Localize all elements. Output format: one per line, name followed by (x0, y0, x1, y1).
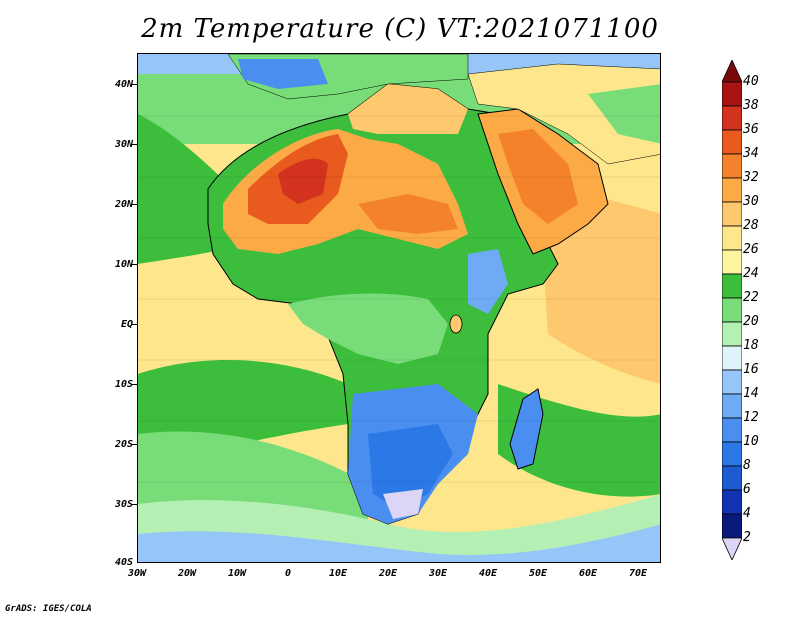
colorbar-swatch (722, 153, 742, 179)
lon-label-20w: 20W (177, 568, 197, 579)
lat-tick (132, 444, 137, 445)
lon-label-40e: 40E (478, 568, 498, 579)
iran-highlands (588, 84, 660, 144)
lat-tick (132, 324, 137, 325)
lon-label-10e: 10E (328, 568, 348, 579)
lat-tick (132, 504, 137, 505)
lon-label-60e: 60E (578, 568, 598, 579)
graticule (138, 115, 660, 483)
lon-label-30w: 30W (127, 568, 147, 579)
map-svg (138, 54, 660, 562)
lat-label-20n: 20N (114, 199, 133, 210)
colorbar-label-20: 20 (743, 314, 759, 329)
colorbar-label-38: 38 (743, 98, 759, 113)
colorbar-swatch (722, 105, 742, 131)
lat-label-20s: 20S (114, 439, 133, 450)
lat-label-40n: 40N (114, 79, 133, 90)
lat-tick (132, 144, 137, 145)
colorbar-swatch (722, 417, 742, 443)
colorbar-swatch (722, 345, 742, 371)
map-title: 2m Temperature (C) VT:2021071100 (141, 14, 659, 44)
colorbar-swatch (722, 225, 742, 251)
lon-label-20e: 20E (378, 568, 398, 579)
lat-label-10n: 10N (114, 259, 133, 270)
colorbar-swatch (722, 465, 742, 491)
lon-label-50e: 50E (528, 568, 548, 579)
colorbar-label-8: 8 (743, 458, 751, 473)
lat-label-eq: EQ (120, 319, 133, 330)
colorbar-label-6: 6 (743, 482, 751, 497)
colorbar-label-26: 26 (743, 242, 759, 257)
colorbar-top-arrow (722, 60, 742, 83)
colorbar-label-40: 40 (743, 74, 759, 89)
ethiopian-highlands (468, 249, 508, 314)
colorbar-swatch (722, 513, 742, 539)
lon-label-0: 0 (284, 568, 292, 579)
colorbar-label-30: 30 (743, 194, 759, 209)
grads-credit: GrADS: IGES/COLA (5, 604, 92, 614)
lat-label-10s: 10S (114, 379, 133, 390)
colorbar-bottom-arrow (722, 537, 742, 560)
colorbar-swatch (722, 321, 742, 347)
colorbar-swatch (722, 273, 742, 299)
colorbar-swatch (722, 369, 742, 395)
lat-tick (132, 84, 137, 85)
colorbar-swatch (722, 201, 742, 227)
arabia-hot-core (498, 129, 578, 224)
colorbar-label-18: 18 (743, 338, 759, 353)
colorbar-swatch (722, 489, 742, 515)
colorbar-swatch (722, 81, 742, 107)
middle-east-land (467, 63, 660, 165)
colorbar-label-28: 28 (743, 218, 759, 233)
colorbar (722, 60, 742, 560)
ocean-southern-cool (138, 524, 660, 562)
colorbar-label-34: 34 (743, 146, 759, 161)
lon-label-10w: 10W (227, 568, 247, 579)
south-africa-coldest (383, 489, 423, 519)
equatorial-zone (288, 293, 448, 364)
north-africa-coast (348, 84, 468, 134)
lon-label-30e: 30E (428, 568, 448, 579)
colorbar-label-22: 22 (743, 290, 759, 305)
colorbar-label-36: 36 (743, 122, 759, 137)
lat-tick (132, 384, 137, 385)
lat-tick (132, 204, 137, 205)
lat-tick (132, 264, 137, 265)
lat-label-30s: 30S (114, 499, 133, 510)
madagascar (509, 388, 544, 470)
central-sahara-hot (358, 194, 458, 234)
temperature-map (137, 53, 661, 563)
colorbar-label-4: 4 (743, 506, 751, 521)
colorbar-swatch (722, 177, 742, 203)
lat-label-30n: 30N (114, 139, 133, 150)
iberia-cool (238, 59, 328, 89)
colorbar-label-32: 32 (743, 170, 759, 185)
lake-victoria (449, 314, 463, 334)
west-sahara-hottest (278, 158, 328, 204)
southern-africa-cold (368, 424, 453, 509)
colorbar-label-24: 24 (743, 266, 759, 281)
colorbar-swatch (722, 441, 742, 467)
colorbar-label-12: 12 (743, 410, 759, 425)
colorbar-swatch (722, 249, 742, 275)
colorbar-swatch (722, 393, 742, 419)
colorbar-label-14: 14 (743, 386, 759, 401)
colorbar-label-10: 10 (743, 434, 759, 449)
colorbar-label-2: 2 (743, 530, 751, 545)
colorbar-label-16: 16 (743, 362, 759, 377)
lon-label-70e: 70E (628, 568, 648, 579)
lat-label-40s: 40S (114, 557, 133, 568)
colorbar-swatch (722, 129, 742, 155)
colorbar-swatch (722, 297, 742, 323)
